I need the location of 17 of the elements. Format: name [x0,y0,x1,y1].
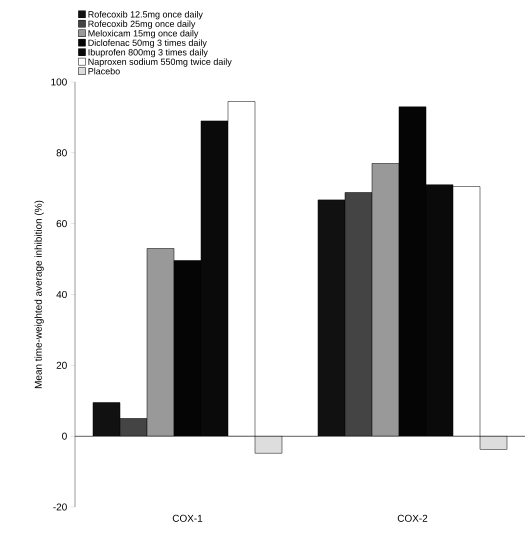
legend-label: Placebo [88,68,120,74]
legend-label: Ibuprofen 800mg 3 times daily [88,48,208,58]
y-tick-label: 40 [56,290,67,298]
y-tick-label: 20 [56,362,67,369]
legend-label: Rofecoxib 25mg once daily [88,20,196,29]
y-tick-label: 60 [56,220,67,228]
y-tick-label: -20 [53,503,67,511]
x-tick-label: COX-2 [398,514,428,522]
y-tick-label: 100 [51,78,67,86]
legend-label: Diclofenac 50mg 3 times daily [88,39,207,48]
x-tick-label: COX-1 [172,514,202,522]
legend-label: Meloxicam 15mg once daily [88,30,198,38]
y-tick-label: 0 [62,432,67,440]
legend-label: Naproxen sodium 550mg twice daily [88,58,232,67]
legend-label: Rofecoxib 12.5mg once daily [88,10,203,20]
y-tick-label: 80 [56,149,67,156]
y-axis-title: Mean time-weighted average inhibition (%) [34,200,44,388]
